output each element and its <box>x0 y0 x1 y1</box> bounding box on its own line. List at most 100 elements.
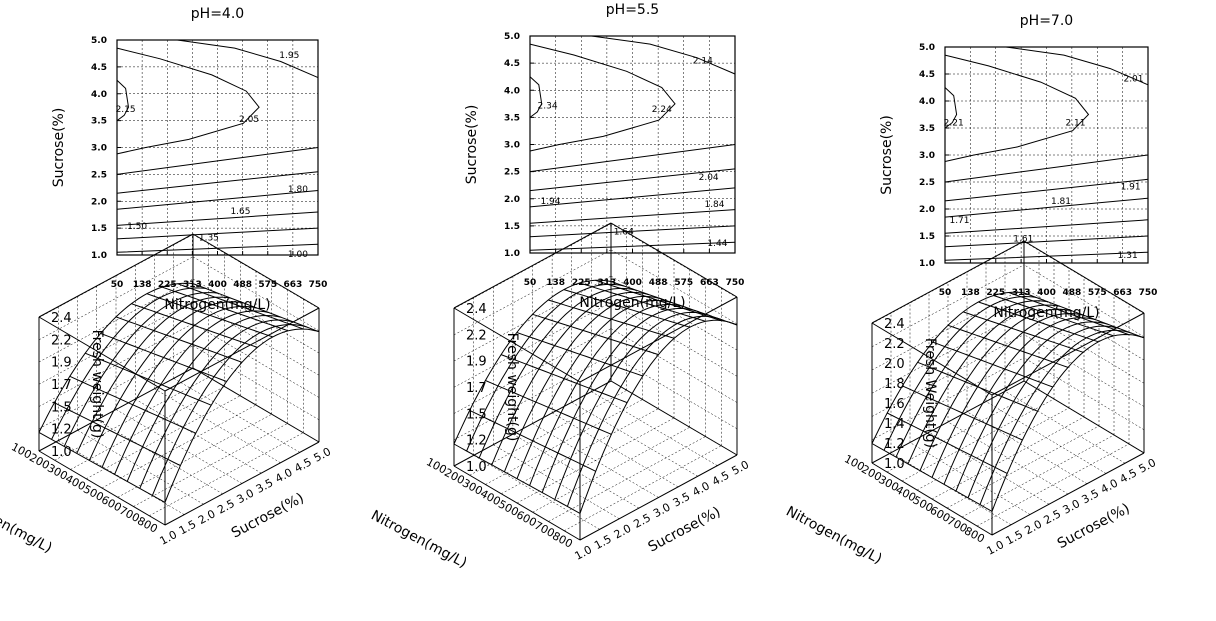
y-tick-label: 2.0 <box>919 205 935 215</box>
surface-mesh-line <box>114 310 269 475</box>
floor-grid-line <box>591 391 718 466</box>
y-tick-label: 1.0 <box>91 251 107 261</box>
floor-grid-line <box>976 443 1130 527</box>
chart-title: pH=4.0 <box>191 6 244 22</box>
box-edge <box>192 367 320 443</box>
floor-grid-line <box>886 389 1040 473</box>
floor-grid-line <box>946 425 1100 509</box>
surface-mesh-line <box>532 313 659 356</box>
y-tick-label: 4.0 <box>1099 477 1121 497</box>
wall-grid-line <box>610 223 738 298</box>
contour-label: 2.01 <box>1123 74 1143 84</box>
wall-grid-line <box>610 328 738 403</box>
contour-line <box>529 168 736 192</box>
x-tick-label: 138 <box>133 280 152 290</box>
surface-mesh-line <box>192 283 320 333</box>
wall-grid-line <box>453 223 612 309</box>
box-edge <box>871 240 1025 324</box>
contour-label: 1.84 <box>704 200 724 210</box>
contour-label: 2.24 <box>652 105 672 115</box>
surface-mesh-line <box>563 289 691 328</box>
y-tick-label: 4.0 <box>504 86 520 96</box>
contour-chart-3: pH=7.050 138 225 313 400 488 575 663 7501.01.52.… <box>879 13 1157 321</box>
box-edge <box>579 296 738 383</box>
z-tick-label: 2.4 <box>466 302 487 317</box>
surface-mesh-line <box>469 409 596 472</box>
z-tick-label: 1.0 <box>466 460 487 475</box>
wall-grid-line <box>453 328 612 414</box>
floor-grid-line <box>96 419 223 495</box>
box-edge <box>453 380 612 467</box>
contour-line <box>944 219 1149 234</box>
contour-label: 1.91 <box>1121 182 1141 192</box>
floor-grid-line <box>532 427 690 513</box>
box-edge <box>453 465 581 541</box>
floor-grid-line <box>473 455 600 530</box>
box-edge <box>579 454 738 541</box>
floor-grid-line <box>947 421 1069 495</box>
wall-grid-line <box>610 302 738 377</box>
box-edge <box>38 367 194 452</box>
y-tick-label: 5.0 <box>730 458 752 478</box>
wall-grid-line <box>38 345 194 429</box>
contour-label: 1.00 <box>288 250 308 260</box>
contour-label: 2.04 <box>699 173 719 183</box>
y-tick-label: 3.0 <box>1061 497 1083 517</box>
box-edge <box>1023 240 1145 314</box>
x-tick-label: 800 <box>962 524 987 545</box>
surface-mesh-line <box>177 283 304 330</box>
x-tick-label: 575 <box>1088 288 1107 298</box>
contour-label: 1.80 <box>288 185 308 195</box>
contour-line <box>116 47 260 155</box>
contour-label: 1.94 <box>540 197 560 207</box>
floor-grid-line <box>133 423 288 507</box>
surface-mesh-line <box>100 332 227 382</box>
y-tick-label: 5.0 <box>919 43 935 53</box>
surface-mesh-line <box>955 321 1109 492</box>
contour-line <box>116 190 319 210</box>
y-tick-label: 4.5 <box>710 469 732 489</box>
x-tick-label: 488 <box>233 280 252 290</box>
surface-mesh-line <box>453 443 581 514</box>
surface-mesh-line <box>38 431 166 503</box>
contour-label: 1.95 <box>279 51 299 61</box>
y-tick-label: 3.5 <box>671 490 693 510</box>
contour-label: 1.81 <box>1051 197 1071 207</box>
y-tick-label: 5.0 <box>504 32 520 42</box>
contour-line <box>944 154 1149 183</box>
surface-mesh-line <box>1008 292 1129 336</box>
wall-grid-line <box>38 323 194 407</box>
surface-mesh-line <box>485 380 612 435</box>
contour-line <box>529 144 736 173</box>
floor-grid-line <box>117 414 272 498</box>
y-axis-label: Sucrose(%) <box>51 108 67 188</box>
contour-line <box>529 209 736 224</box>
contour-label: 2.21 <box>944 119 964 129</box>
x-tick-label: 750 <box>726 278 745 288</box>
z-tick-label: 1.2 <box>51 423 72 438</box>
y-tick-label: 3.5 <box>91 117 107 127</box>
floor-grid-line <box>961 434 1115 518</box>
y-tick-label: 1.0 <box>504 249 520 259</box>
surface-mesh-line <box>101 305 257 468</box>
contour-label: 1.35 <box>199 233 219 243</box>
surface-mesh-line <box>131 303 258 348</box>
box-edge <box>871 322 993 396</box>
wall-grid-line <box>871 311 1025 394</box>
floor-grid-line <box>532 423 659 498</box>
y-tick-label: 2.0 <box>504 195 520 205</box>
x-tick-label: 750 <box>1139 288 1158 298</box>
z-tick-label: 1.6 <box>884 397 905 412</box>
contour-line <box>591 35 736 75</box>
wall-grid-line <box>192 323 320 398</box>
z-tick-label: 1.7 <box>51 378 72 393</box>
y-tick-label: 1.0 <box>985 538 1007 558</box>
floor-grid-line <box>469 390 627 476</box>
floor-grid-line <box>135 398 262 474</box>
wall-grid-line <box>453 354 612 440</box>
box-edge <box>38 233 194 318</box>
z-tick-label: 2.2 <box>51 333 72 348</box>
z-tick-label: 1.7 <box>466 381 487 396</box>
floor-grid-line <box>564 445 722 531</box>
